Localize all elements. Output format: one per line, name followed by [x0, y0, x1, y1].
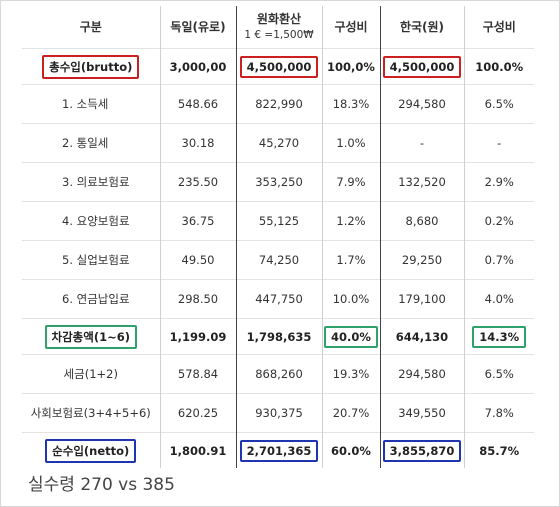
table-row: 4. 요양보험료 36.75 55,125 1.2% 8,680 0.2%: [22, 201, 534, 241]
gross-label-box: 총수입(brutto): [42, 54, 140, 79]
salary-comparison-table: 구분 독일(유로) 원화환산 1 € =1,500₩ 구성비 한국(원) 구성비…: [22, 6, 534, 468]
table-row-net: 순수입(netto) 1,800.91 2,701,365 60.0% 3,85…: [22, 432, 534, 468]
cell-de: 36.75: [159, 201, 236, 241]
cell-r2: 100.0%: [463, 48, 534, 85]
cell-r1: 19.3%: [321, 354, 381, 394]
cell-de: 49.50: [159, 240, 236, 280]
table-row-gross: 총수입(brutto) 3,000,00 4,500,000 100,0% 4,…: [22, 48, 534, 85]
header-category: 구분: [79, 20, 102, 34]
cell-r1: 1.7%: [321, 240, 381, 280]
cell-r2: 0.7%: [463, 240, 534, 280]
table-row: 3. 의료보험료 235.50 353,250 7.9% 132,520 2.9…: [22, 162, 534, 202]
caption-text: 실수령 270 vs 385: [28, 475, 175, 495]
cell-r2: 6.5%: [463, 354, 534, 394]
cell-label: 사회보험료(3+4+5+6): [22, 393, 160, 433]
cell-krw: 55,125: [235, 201, 322, 241]
cell-krw: 868,260: [235, 354, 322, 394]
header-korea: 한국(원): [379, 6, 464, 49]
cell-ko: 294,580: [379, 354, 464, 394]
cell-ko: 294,580: [379, 84, 464, 124]
cell-r2: -: [463, 123, 534, 163]
deductions-r2-box: 14.3%: [472, 325, 527, 348]
cell-label: 순수입(netto): [22, 432, 160, 468]
cell-label: 6. 연금납입료: [22, 279, 160, 319]
cell-r2: 14.3%: [463, 318, 534, 355]
header-row: 구분 독일(유로) 원화환산 1 € =1,500₩ 구성비 한국(원) 구성비: [22, 6, 534, 49]
cell-de: 1,199.09: [159, 318, 236, 355]
cell-r1: 10.0%: [321, 279, 381, 319]
cell-de: 548.66: [159, 84, 236, 124]
cell-krw: 447,750: [235, 279, 322, 319]
cell-ko: 4,500,000: [379, 48, 464, 85]
cell-r1: 18.3%: [321, 84, 381, 124]
cell-krw: 74,250: [235, 240, 322, 280]
cell-krw: 1,798,635: [235, 318, 322, 355]
cell-label: 5. 실업보험료: [22, 240, 160, 280]
cell-ko: -: [379, 123, 464, 163]
cell-krw: 822,990: [235, 84, 322, 124]
gross-ko-box: 4,500,000: [382, 55, 462, 78]
cell-de: 3,000,00: [159, 48, 236, 85]
cell-label: 차감총액(1~6): [22, 318, 160, 355]
cell-ko: 132,520: [379, 162, 464, 202]
salary-comparison-table-wrapper: 구분 독일(유로) 원화환산 1 € =1,500₩ 구성비 한국(원) 구성비…: [22, 6, 534, 468]
cell-r1: 40.0%: [321, 318, 381, 355]
table-row: 세금(1+2) 578.84 868,260 19.3% 294,580 6.5…: [22, 354, 534, 394]
cell-krw: 4,500,000: [235, 48, 322, 85]
cell-ko: 29,250: [379, 240, 464, 280]
cell-label: 4. 요양보험료: [22, 201, 160, 241]
cell-de: 620.25: [159, 393, 236, 433]
table-row: 6. 연금납입료 298.50 447,750 10.0% 179,100 4.…: [22, 279, 534, 319]
header-krw-title: 원화환산: [256, 12, 302, 26]
cell-label: 총수입(brutto): [22, 48, 160, 85]
cell-r1: 20.7%: [321, 393, 381, 433]
cell-ko: 349,550: [379, 393, 464, 433]
table-row-deductions-total: 차감총액(1~6) 1,199.09 1,798,635 40.0% 644,1…: [22, 318, 534, 355]
table-row: 2. 통일세 30.18 45,270 1.0% - -: [22, 123, 534, 163]
cell-de: 298.50: [159, 279, 236, 319]
cell-r2: 7.8%: [463, 393, 534, 433]
cell-de: 30.18: [159, 123, 236, 163]
net-ko-box: 3,855,870: [382, 439, 462, 462]
cell-krw: 45,270: [235, 123, 322, 163]
cell-de: 235.50: [159, 162, 236, 202]
cell-label: 세금(1+2): [22, 354, 160, 394]
cell-r2: 0.2%: [463, 201, 534, 241]
header-germany: 독일(유로): [159, 6, 236, 49]
net-krw-box: 2,701,365: [239, 439, 319, 462]
cell-r1: 1.0%: [321, 123, 381, 163]
cell-r2: 85.7%: [463, 432, 534, 468]
cell-r1: 100,0%: [321, 48, 381, 85]
table-row: 5. 실업보험료 49.50 74,250 1.7% 29,250 0.7%: [22, 240, 534, 280]
deductions-label-box: 차감총액(1~6): [44, 324, 137, 349]
gross-krw-box: 4,500,000: [239, 55, 319, 78]
cell-de: 578.84: [159, 354, 236, 394]
cell-r1: 60.0%: [321, 432, 381, 468]
header-krw-rate: 1 € =1,500₩: [244, 29, 314, 41]
cell-label: 3. 의료보험료: [22, 162, 160, 202]
header-ratio-2: 구성비: [463, 6, 534, 49]
cell-r2: 2.9%: [463, 162, 534, 202]
net-label-box: 순수입(netto): [45, 438, 137, 463]
cell-krw: 2,701,365: [235, 432, 322, 468]
deductions-r1-box: 40.0%: [324, 325, 378, 348]
cell-r1: 1.2%: [321, 201, 381, 241]
cell-ko: 3,855,870: [379, 432, 464, 468]
header-ratio-1: 구성비: [321, 6, 381, 49]
table-row: 1. 소득세 548.66 822,990 18.3% 294,580 6.5%: [22, 84, 534, 124]
cell-r2: 6.5%: [463, 84, 534, 124]
cell-ko: 644,130: [379, 318, 464, 355]
cell-ko: 8,680: [379, 201, 464, 241]
cell-r2: 4.0%: [463, 279, 534, 319]
cell-krw: 353,250: [235, 162, 322, 202]
cell-label: 2. 통일세: [22, 123, 160, 163]
cell-label: 1. 소득세: [22, 84, 160, 124]
cell-krw: 930,375: [235, 393, 322, 433]
cell-de: 1,800.91: [159, 432, 236, 468]
table-row: 사회보험료(3+4+5+6) 620.25 930,375 20.7% 349,…: [22, 393, 534, 433]
header-krw: 원화환산 1 € =1,500₩: [235, 6, 322, 49]
cell-ko: 179,100: [379, 279, 464, 319]
cell-r1: 7.9%: [321, 162, 381, 202]
